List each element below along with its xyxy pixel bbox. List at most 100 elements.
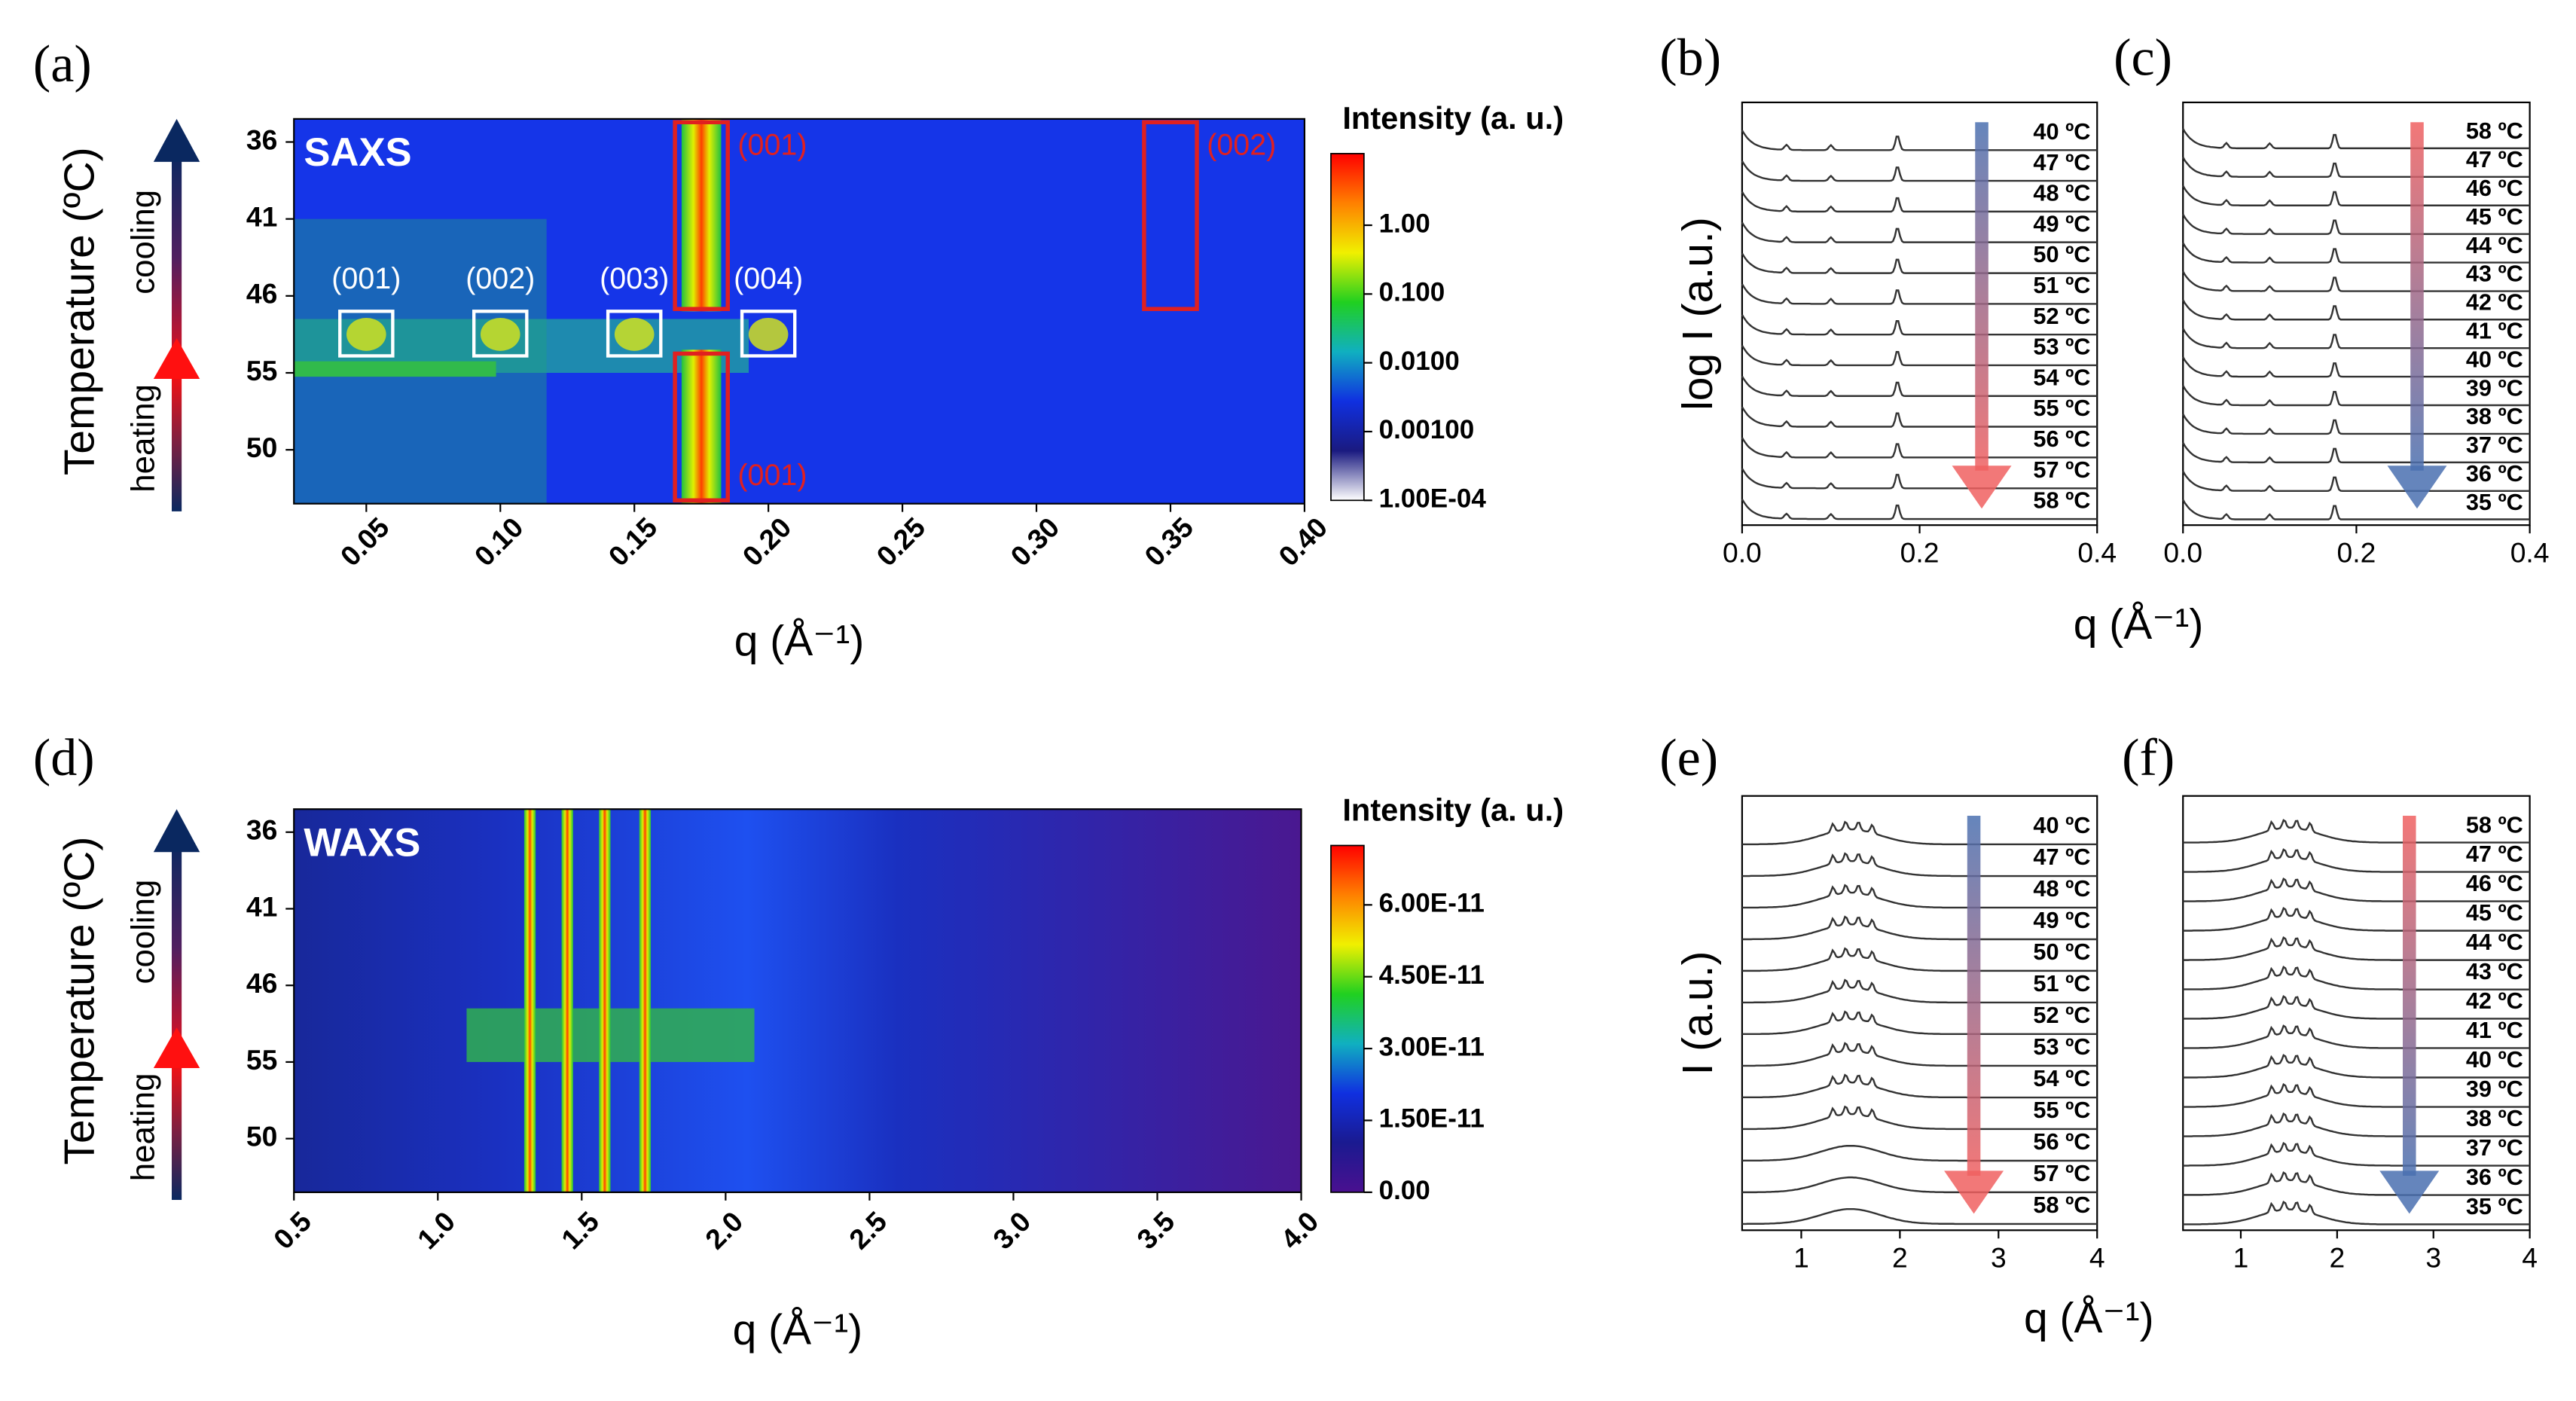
curve — [2183, 848, 2530, 873]
curve — [1741, 947, 2098, 972]
inset-label: SAXS — [304, 130, 411, 175]
series-label: 54 ºC — [2033, 364, 2090, 390]
series-label: 40 ºC — [2033, 118, 2090, 145]
annotation-box — [472, 310, 529, 358]
curve — [2182, 299, 2530, 321]
y-tick-label: 50 — [246, 1121, 277, 1152]
curve — [2183, 1171, 2530, 1196]
annotation-box — [338, 310, 395, 358]
x-tick-label: 1.0 — [411, 1205, 461, 1255]
trend-arrow — [1967, 816, 1981, 1176]
series-label: 44 ºC — [2466, 929, 2523, 955]
x-tick-label: 0.0 — [1723, 536, 1762, 568]
colorbar-tick-label: 0.00100 — [1379, 415, 1475, 444]
y-tick-label: 41 — [246, 201, 277, 233]
peak-spot — [480, 317, 520, 351]
series-label: 35 ºC — [2466, 489, 2523, 515]
x-tick-label: 0.10 — [469, 511, 530, 572]
y-axis-label: log I (a.u.) — [1674, 217, 1722, 411]
x-axis-label: q (Å⁻¹) — [2074, 600, 2204, 649]
x-tick-label: 3 — [1991, 1242, 2007, 1274]
peak-spot — [614, 317, 655, 351]
curve — [1741, 1073, 2098, 1099]
peak-stripe — [523, 809, 536, 1192]
series-label: 46 ºC — [2466, 175, 2523, 201]
curve — [1741, 1145, 2098, 1162]
x-tick-label: 0.25 — [870, 511, 931, 572]
series-label: 41 ºC — [2466, 317, 2523, 343]
x-tick-label: 0.05 — [334, 511, 395, 572]
curve — [2182, 185, 2530, 206]
series-label: 49 ºC — [2033, 210, 2090, 237]
curve — [1741, 160, 2098, 182]
colorbar — [1330, 153, 1365, 502]
annotation-label: (001) — [331, 262, 401, 295]
series-label: 45 ºC — [2466, 203, 2523, 230]
curve — [1741, 283, 2098, 305]
heatmap-background — [294, 809, 1302, 1192]
x-tick-label: 1.5 — [555, 1205, 605, 1255]
series-label: 50 ºC — [2033, 939, 2090, 965]
cooling-arrowhead — [153, 118, 200, 162]
series-label: 41 ºC — [2466, 1017, 2523, 1043]
plot-frame — [1741, 795, 2098, 1232]
curve — [2183, 1024, 2530, 1049]
series-label: 54 ºC — [2033, 1065, 2090, 1091]
x-tick-label: 0.2 — [2337, 536, 2376, 568]
series-label: 52 ºC — [2033, 303, 2090, 329]
y-tick-label: 36 — [246, 124, 277, 155]
y-axis-label: Temperature (ºC) — [56, 837, 104, 1165]
arrow-label: heating — [125, 384, 162, 493]
x-tick-label: 3 — [2425, 1242, 2441, 1274]
arrow-label: heating — [125, 1073, 162, 1182]
heating-arrow — [172, 1058, 182, 1201]
y-tick-label: 55 — [246, 1044, 277, 1076]
arrow-label: cooling — [125, 190, 162, 295]
transition-band — [294, 361, 496, 377]
curve — [1741, 820, 2098, 846]
curve — [2182, 156, 2530, 179]
annotation-box — [606, 310, 663, 358]
series-label: 47 ºC — [2033, 844, 2090, 870]
series-label: 36 ºC — [2466, 1164, 2523, 1190]
curve — [2182, 128, 2530, 150]
inset-label: WAXS — [304, 820, 420, 865]
series-label: 38 ºC — [2466, 403, 2523, 429]
series-label: 57 ºC — [2033, 1160, 2090, 1186]
curve — [2183, 906, 2530, 932]
curve — [2183, 966, 2530, 990]
annotation-label: (001) — [737, 129, 807, 162]
annotation-box — [1142, 120, 1199, 311]
y-tick-label: 55 — [246, 355, 277, 386]
curve — [2183, 936, 2530, 961]
x-tick-label: 4.0 — [1274, 1205, 1324, 1255]
series-label: 52 ºC — [2033, 1002, 2090, 1028]
curve — [2182, 242, 2530, 264]
y-tick-label: 46 — [246, 967, 277, 999]
curve — [2183, 1054, 2530, 1079]
panel-label: (d) — [33, 728, 95, 787]
series-label: 50 ºC — [2033, 241, 2090, 267]
series-label: 40 ºC — [2466, 346, 2523, 372]
trend-arrowhead — [2379, 1171, 2440, 1214]
trend-arrow — [2402, 816, 2416, 1176]
arrow-label: cooling — [125, 880, 162, 984]
curve — [2182, 414, 2530, 435]
x-tick-label: 0.2 — [1900, 536, 1940, 568]
series-label: 53 ºC — [2033, 1033, 2090, 1060]
colorbar — [1330, 844, 1365, 1193]
curve — [2182, 328, 2530, 349]
curve — [2182, 385, 2530, 407]
x-tick-label: 3.0 — [987, 1205, 1036, 1255]
x-tick-label: 2.0 — [699, 1205, 749, 1255]
curve — [1741, 252, 2098, 274]
curve — [1741, 499, 2098, 520]
curve — [2183, 1112, 2530, 1137]
y-tick-label: 36 — [246, 814, 277, 846]
series-label: 55 ºC — [2033, 1097, 2090, 1123]
curve — [2183, 1082, 2530, 1108]
curve — [1741, 437, 2098, 459]
x-tick-label: 0.5 — [267, 1205, 317, 1255]
series-label: 42 ºC — [2466, 289, 2523, 316]
